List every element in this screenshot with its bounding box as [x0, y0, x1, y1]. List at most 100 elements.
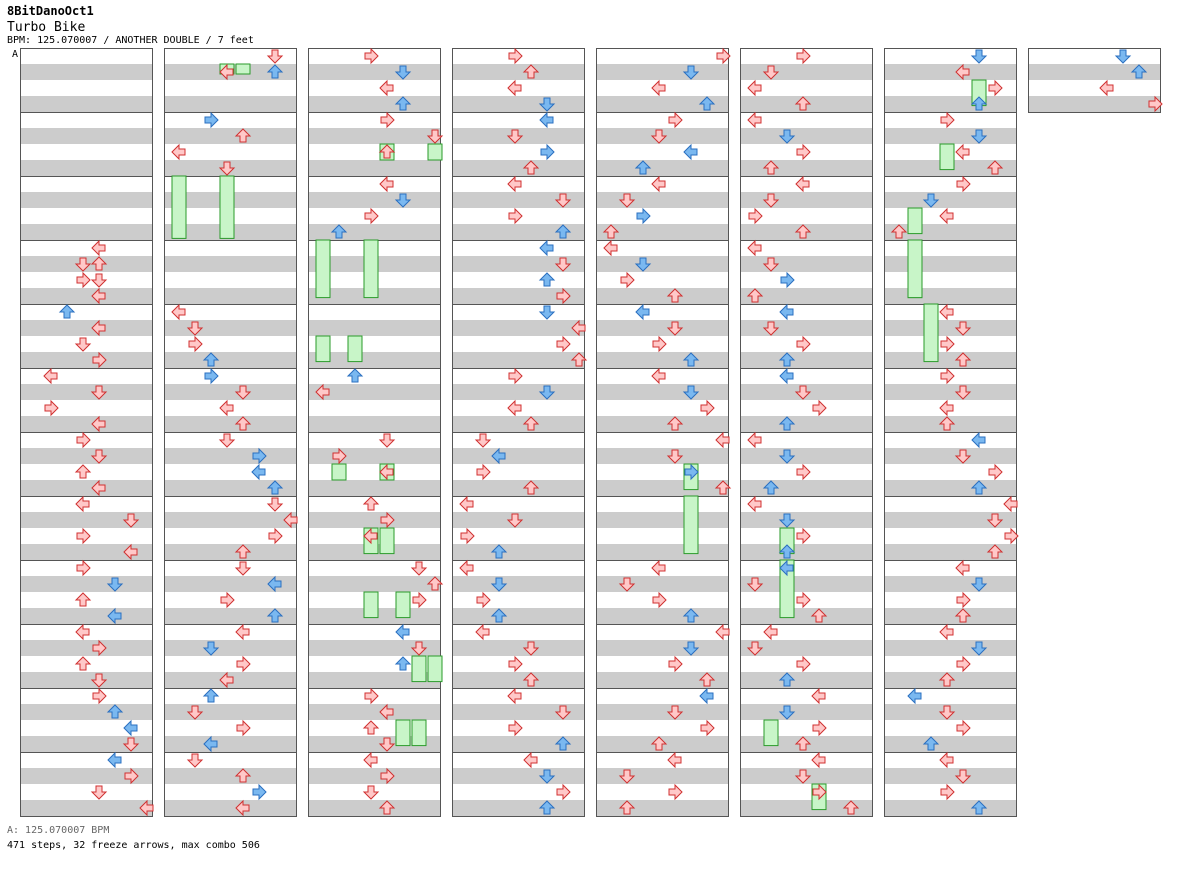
beat-band [20, 288, 153, 304]
step-arrow [43, 367, 58, 385]
step-arrow [634, 160, 652, 175]
step-arrow [123, 719, 138, 737]
beat-band [596, 544, 729, 560]
step-arrow [474, 433, 492, 448]
step-arrow [171, 303, 186, 321]
step-arrow [459, 495, 474, 513]
beat-band [740, 640, 873, 656]
measure-1 [20, 48, 153, 113]
step-arrow [410, 561, 428, 576]
step-arrow [684, 463, 699, 481]
step-arrow [746, 641, 764, 656]
measure-29 [308, 304, 441, 369]
step-arrow [74, 656, 92, 671]
step-arrow [186, 321, 204, 336]
step-arrow [666, 321, 684, 336]
measure-76 [884, 240, 1017, 305]
beat-band [452, 256, 585, 272]
measure-43 [452, 432, 585, 497]
beat-band [596, 480, 729, 496]
beat-band [884, 768, 1017, 784]
step-arrow [508, 207, 523, 225]
measure-20 [164, 496, 297, 561]
step-arrow [522, 64, 540, 79]
chart-column-4 [452, 48, 585, 817]
step-arrow [507, 687, 522, 705]
step-arrow [954, 385, 972, 400]
step-arrow [539, 111, 554, 129]
step-arrow [651, 79, 666, 97]
step-arrow [810, 608, 828, 623]
measure-85 [1028, 48, 1161, 113]
step-arrow [380, 111, 395, 129]
beat-band [308, 224, 441, 240]
step-arrow [90, 273, 108, 288]
beat-band [596, 640, 729, 656]
step-arrow [90, 673, 108, 688]
step-arrow [762, 193, 780, 208]
step-arrow [539, 239, 554, 257]
beat-band [740, 512, 873, 528]
step-arrow [778, 513, 796, 528]
beat-band [884, 736, 1017, 752]
beat-band [308, 128, 441, 144]
step-arrow [410, 641, 428, 656]
beat-band [740, 544, 873, 560]
step-arrow [508, 655, 523, 673]
step-arrow [234, 544, 252, 559]
step-arrow [988, 79, 1003, 97]
step-arrow [92, 351, 107, 369]
beat-band [20, 160, 153, 176]
step-arrow [554, 736, 572, 751]
freeze-arrow [171, 175, 187, 239]
measure-72 [740, 752, 873, 817]
beat-band [740, 576, 873, 592]
beat-band [884, 512, 1017, 528]
step-arrow [362, 785, 380, 800]
step-arrow [204, 367, 219, 385]
beat-band [596, 256, 729, 272]
step-arrow [91, 319, 106, 337]
freeze-arrow [219, 175, 235, 239]
step-arrow [186, 753, 204, 768]
step-arrow [202, 352, 220, 367]
measure-border [884, 752, 1017, 817]
freeze-arrow [427, 143, 443, 161]
beat-band [308, 96, 441, 112]
step-arrow [459, 559, 474, 577]
beat-band [164, 384, 297, 400]
step-arrow [940, 335, 955, 353]
beat-band [164, 352, 297, 368]
step-arrow [778, 449, 796, 464]
step-arrow [202, 688, 220, 703]
freeze-arrow [411, 655, 427, 683]
step-arrow [747, 431, 762, 449]
measure-50 [596, 112, 729, 177]
step-arrow [490, 544, 508, 559]
step-arrow [970, 49, 988, 64]
step-arrow [490, 608, 508, 623]
step-arrow [971, 431, 986, 449]
beat-band [740, 64, 873, 80]
step-arrow [955, 559, 970, 577]
chart-column-1 [20, 48, 153, 817]
step-arrow [107, 607, 122, 625]
step-arrow [235, 623, 250, 641]
step-arrow [378, 144, 396, 159]
measure-23 [164, 688, 297, 753]
step-arrow [219, 63, 234, 81]
beat-band [884, 544, 1017, 560]
measure-4 [20, 240, 153, 305]
step-arrow [75, 495, 90, 513]
chart-meta: BPM: 125.070007 / ANOTHER DOUBLE / 7 fee… [7, 35, 254, 46]
measure-26 [308, 112, 441, 177]
step-arrow [812, 399, 827, 417]
step-arrow [460, 527, 475, 545]
step-arrow [268, 527, 283, 545]
step-arrow [90, 449, 108, 464]
measure-25 [308, 48, 441, 113]
step-arrow [220, 591, 235, 609]
beat-band [884, 384, 1017, 400]
beat-band [164, 448, 297, 464]
